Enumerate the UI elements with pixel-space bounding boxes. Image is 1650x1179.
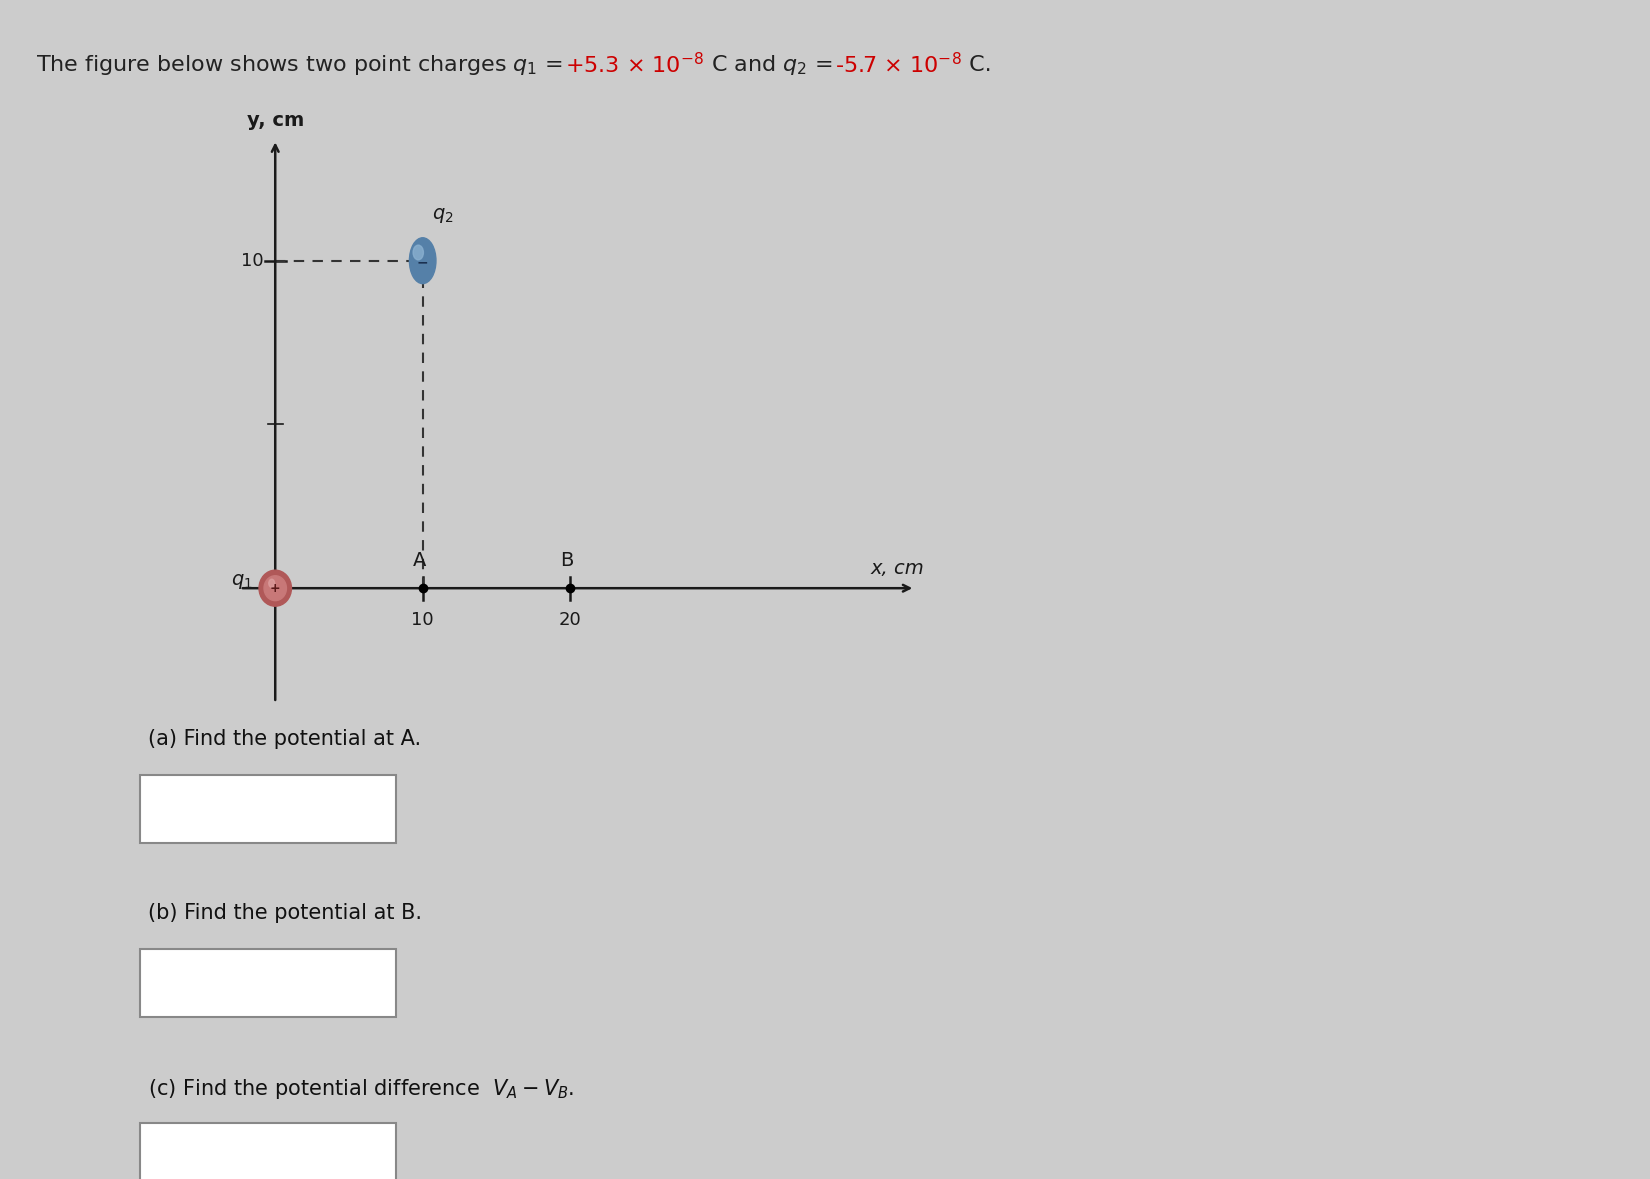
- Circle shape: [259, 571, 292, 606]
- Text: −: −: [417, 256, 429, 269]
- Text: C.: C.: [962, 55, 992, 74]
- Text: (a) Find the potential at A.: (a) Find the potential at A.: [148, 730, 422, 750]
- FancyBboxPatch shape: [140, 1124, 396, 1179]
- Text: C and $q_2$ =: C and $q_2$ =: [705, 53, 835, 77]
- Text: 20: 20: [559, 611, 581, 630]
- Text: 10: 10: [411, 611, 434, 630]
- Text: -5.7 × 10$^{-8}$: -5.7 × 10$^{-8}$: [835, 52, 962, 78]
- FancyBboxPatch shape: [140, 776, 396, 843]
- Text: 10: 10: [241, 251, 264, 270]
- Ellipse shape: [409, 238, 436, 284]
- Text: (b) Find the potential at B.: (b) Find the potential at B.: [148, 903, 422, 923]
- Text: $q_2$: $q_2$: [432, 205, 454, 225]
- Text: The figure below shows two point charges $q_1$ =: The figure below shows two point charges…: [36, 53, 566, 77]
- Text: $q_1$: $q_1$: [231, 572, 252, 591]
- Text: +5.3 × 10$^{-8}$: +5.3 × 10$^{-8}$: [566, 52, 705, 78]
- Circle shape: [264, 575, 287, 600]
- Text: y, cm: y, cm: [246, 111, 304, 130]
- FancyBboxPatch shape: [140, 949, 396, 1017]
- Text: +: +: [271, 581, 281, 594]
- Text: B: B: [561, 551, 574, 571]
- Ellipse shape: [269, 579, 274, 587]
- Text: x, cm: x, cm: [870, 559, 924, 579]
- Text: A: A: [412, 551, 426, 571]
- Ellipse shape: [412, 245, 424, 259]
- Text: (c) Find the potential difference  $V_A - V_B$.: (c) Find the potential difference $V_A -…: [148, 1078, 574, 1101]
